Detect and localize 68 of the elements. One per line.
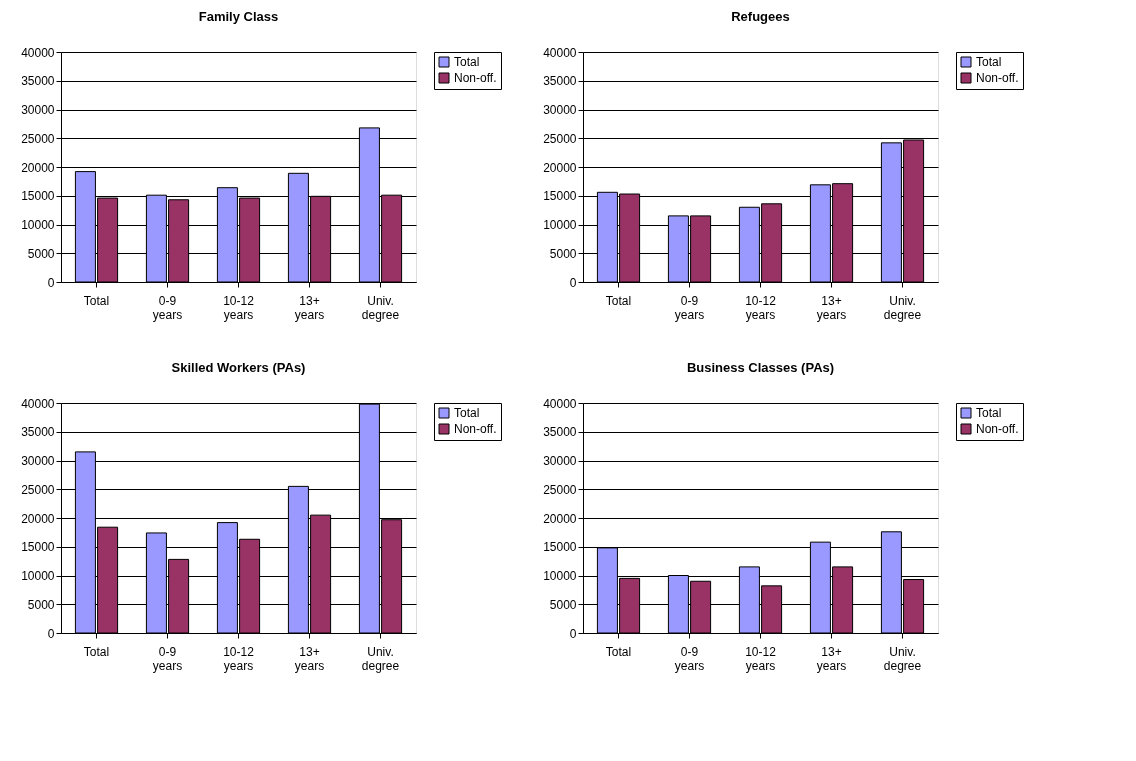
y-tick-label: 25000 [543,131,577,146]
y-tick-label: 30000 [543,103,577,117]
y-tick-label: 25000 [543,482,577,497]
y-tick-label: 0 [569,275,577,290]
legend-label: Non-off. [976,71,1019,85]
y-tick-label: 40000 [543,396,577,411]
chart-title: Business Classes (PAs) [686,360,835,375]
y-tick-label: 40000 [21,45,55,60]
y-tick-label: 0 [569,626,577,641]
y-tick-label: 15000 [543,189,577,204]
x-tick-label: 10-12 years [223,293,255,322]
x-tick-label: Univ. degree [361,293,400,322]
x-tick-label: 10-12 years [223,644,255,673]
y-tick-label: 40000 [543,45,577,60]
x-tick-label: 10-12 years [745,644,777,673]
y-tick-label: 35000 [543,425,577,440]
y-tick-label: 5000 [549,597,577,612]
x-tick-label: 0-9 years [152,293,183,322]
y-tick-label: 20000 [21,160,55,175]
chart-title: Skilled Workers (PAs) [171,360,306,375]
legend-label: Total [454,406,480,420]
y-tick-label: 20000 [21,511,55,526]
legend-label: Non-off. [454,422,497,436]
y-tick-label: 5000 [27,597,55,612]
y-tick-label: 5000 [27,246,55,261]
x-tick-label: Univ. degree [361,644,400,673]
chart-title: Family Class [198,9,279,24]
x-tick-label: Total [83,293,110,308]
x-tick-label: 0-9 years [152,644,183,673]
x-tick-label: Total [83,644,110,659]
x-tick-label: 0-9 years [674,293,705,322]
x-tick-label: 13+ years [816,644,847,673]
x-tick-label: 0-9 years [674,644,705,673]
y-tick-label: 10000 [543,569,577,583]
x-tick-label: 13+ years [294,644,325,673]
x-tick-label: 10-12 years [745,293,777,322]
y-tick-label: 10000 [21,218,55,232]
y-tick-label: 5000 [549,246,577,261]
y-tick-label: 20000 [543,511,577,526]
y-tick-label: 40000 [21,396,55,411]
y-tick-label: 0 [47,275,55,290]
y-tick-label: 30000 [543,454,577,468]
x-tick-label: 13+ years [816,293,847,322]
y-tick-label: 35000 [21,425,55,440]
x-tick-label: 13+ years [294,293,325,322]
x-tick-label: Univ. degree [883,644,922,673]
y-tick-label: 15000 [21,540,55,555]
chart-title: Refugees [731,9,790,24]
y-tick-label: 20000 [543,160,577,175]
legend-label: Total [976,406,1002,420]
y-tick-label: 10000 [543,218,577,232]
y-tick-label: 15000 [543,540,577,555]
y-tick-label: 35000 [543,74,577,89]
y-tick-label: 25000 [21,131,55,146]
y-tick-label: 15000 [21,189,55,204]
y-tick-label: 10000 [21,569,55,583]
legend-label: Non-off. [976,422,1019,436]
y-tick-label: 30000 [21,103,55,117]
y-tick-label: 0 [47,626,55,641]
legend-label: Total [976,55,1002,69]
y-tick-label: 25000 [21,482,55,497]
x-tick-label: Total [605,293,632,308]
y-tick-label: 35000 [21,74,55,89]
legend-label: Non-off. [454,71,497,85]
y-tick-label: 30000 [21,454,55,468]
x-tick-label: Total [605,644,632,659]
x-tick-label: Univ. degree [883,293,922,322]
legend-label: Total [454,55,480,69]
